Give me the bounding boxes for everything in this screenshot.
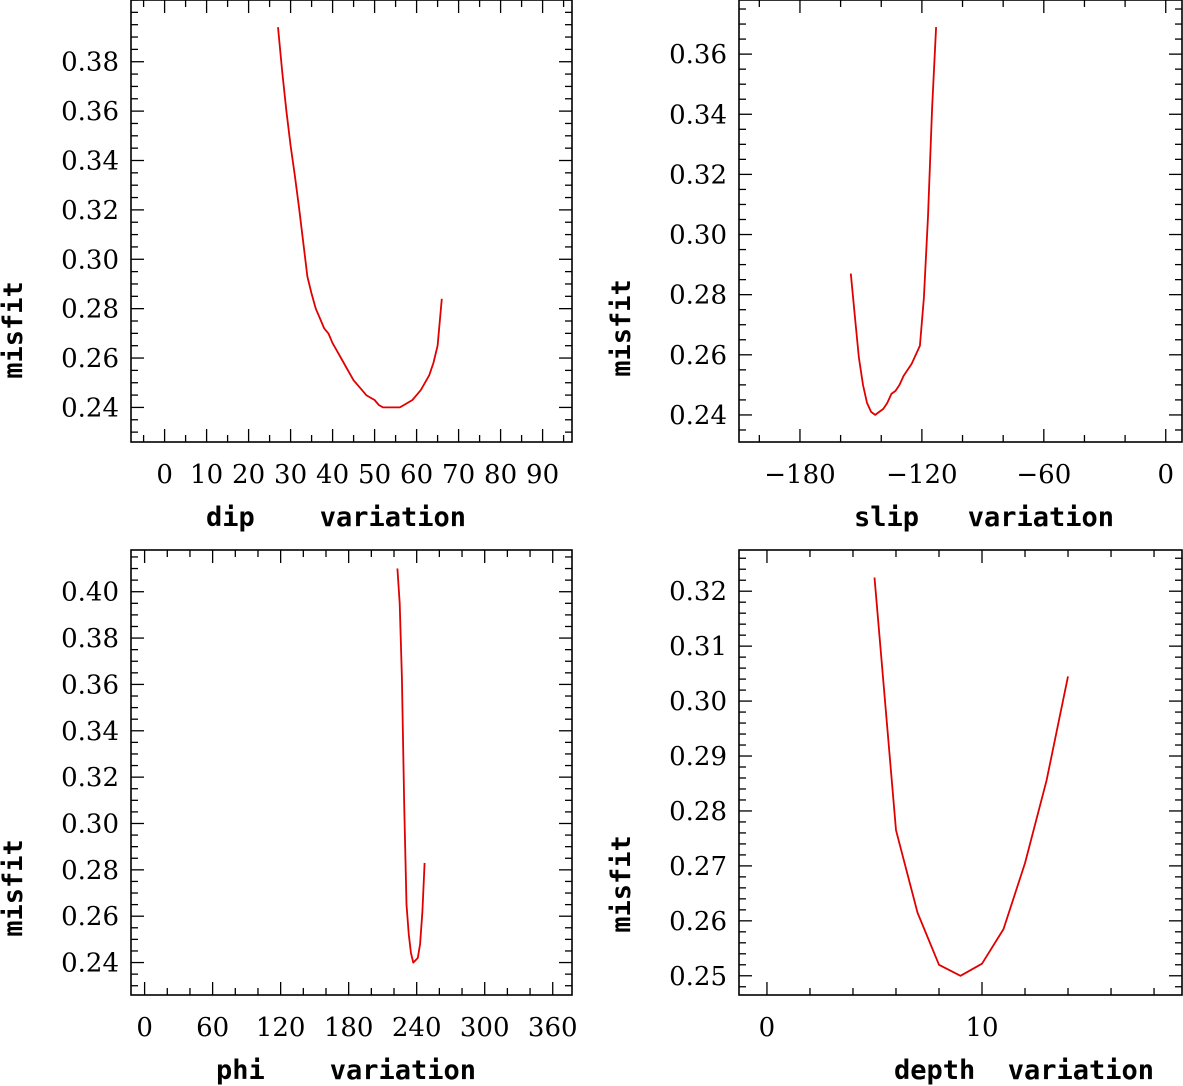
slip-x-tick-label: −120 bbox=[886, 460, 957, 490]
phi-y-axis-title: misfit bbox=[0, 839, 29, 937]
dip-axis-ticks bbox=[131, 0, 572, 442]
slip-y-tick-label: 0.28 bbox=[669, 281, 727, 311]
depth-y-tick-label: 0.29 bbox=[669, 742, 727, 772]
depth-panel: 0 10 0.25 0.26 0.27 0.28 0.29 0.30 0.31 0.32 dep… bbox=[606, 549, 1183, 1086]
depth-plot-frame bbox=[738, 549, 1183, 996]
depth-x-tick-label: 10 bbox=[965, 1013, 998, 1043]
dip-x-tick-label: 30 bbox=[274, 460, 307, 490]
slip-x-tick-label: −60 bbox=[1016, 460, 1071, 490]
dip-x-tick-label: 10 bbox=[190, 460, 223, 490]
dip-y-tick-label: 0.24 bbox=[61, 393, 119, 423]
depth-y-tick-label: 0.25 bbox=[669, 962, 727, 992]
slip-y-axis-title: misfit bbox=[606, 279, 637, 377]
slip-y-tick-label: 0.26 bbox=[669, 341, 727, 371]
slip-plot-frame bbox=[738, 0, 1183, 443]
slip-y-tick-label: 0.36 bbox=[669, 40, 727, 70]
dip-y-tick-label: 0.34 bbox=[61, 147, 119, 177]
slip-x-axis-title: slip variation bbox=[854, 502, 1114, 533]
dip-x-tick-label: 50 bbox=[358, 460, 391, 490]
phi-x-tick-label: 120 bbox=[256, 1013, 306, 1043]
depth-misfit-line bbox=[873, 577, 1069, 977]
phi-x-tick-label: 360 bbox=[528, 1013, 578, 1043]
dip-misfit-line bbox=[277, 27, 443, 409]
dip-x-tick-label: 80 bbox=[484, 460, 517, 490]
depth-x-axis-title: depth variation bbox=[894, 1055, 1154, 1086]
dip-y-tick-label: 0.36 bbox=[61, 97, 119, 127]
slip-misfit-line bbox=[849, 27, 937, 416]
slip-y-tick-labels: 0.24 0.26 0.28 0.30 0.32 0.34 0.36 bbox=[669, 40, 727, 431]
dip-y-tick-label: 0.32 bbox=[61, 196, 119, 226]
depth-y-tick-label: 0.26 bbox=[669, 907, 727, 937]
dip-y-tick-labels: 0.24 0.26 0.28 0.30 0.32 0.34 0.36 0.38 bbox=[61, 48, 119, 424]
slip-y-tick-label: 0.34 bbox=[669, 100, 727, 130]
dip-y-tick-label: 0.26 bbox=[61, 344, 119, 374]
dip-x-axis-title: dip variation bbox=[206, 502, 466, 533]
dip-x-tick-label: 20 bbox=[232, 460, 265, 490]
phi-y-tick-label: 0.36 bbox=[61, 670, 119, 700]
phi-y-tick-label: 0.40 bbox=[61, 578, 119, 608]
dip-y-tick-label: 0.38 bbox=[61, 48, 119, 78]
phi-y-tick-label: 0.32 bbox=[61, 763, 119, 793]
phi-x-tick-label: 60 bbox=[196, 1013, 229, 1043]
slip-y-tick-label: 0.30 bbox=[669, 221, 727, 251]
dip-x-tick-label: 90 bbox=[526, 460, 559, 490]
slip-y-tick-label: 0.24 bbox=[669, 401, 727, 431]
dip-x-tick-labels: 0 10 20 30 40 50 60 70 80 90 bbox=[156, 460, 559, 490]
depth-y-tick-label: 0.27 bbox=[669, 852, 727, 882]
depth-y-tick-label: 0.31 bbox=[669, 632, 727, 662]
phi-x-tick-label: 180 bbox=[324, 1013, 374, 1043]
dip-panel: 0 10 20 30 40 50 60 70 80 90 0.24 0.26 0.28 0.30 0.32… bbox=[0, 0, 573, 533]
dip-y-tick-label: 0.30 bbox=[61, 245, 119, 275]
slip-y-tick-label: 0.32 bbox=[669, 160, 727, 190]
depth-x-tick-label: 0 bbox=[759, 1013, 776, 1043]
phi-axis-ticks bbox=[131, 550, 572, 995]
phi-x-tick-label: 0 bbox=[136, 1013, 153, 1043]
phi-x-tick-labels: 0 60 120 180 240 300 360 bbox=[136, 1013, 577, 1043]
phi-plot-frame bbox=[130, 549, 573, 996]
dip-y-tick-label: 0.28 bbox=[61, 295, 119, 325]
depth-y-tick-label: 0.32 bbox=[669, 577, 727, 607]
dip-x-tick-label: 40 bbox=[316, 460, 349, 490]
dip-y-axis-title: misfit bbox=[0, 281, 29, 379]
depth-y-tick-labels: 0.25 0.26 0.27 0.28 0.29 0.30 0.31 0.32 bbox=[669, 577, 727, 992]
phi-x-tick-label: 240 bbox=[392, 1013, 442, 1043]
dip-plot-frame bbox=[130, 0, 573, 443]
slip-x-tick-label: −180 bbox=[764, 460, 835, 490]
slip-x-tick-label: 0 bbox=[1157, 460, 1174, 490]
phi-x-axis-title: phi variation bbox=[216, 1055, 476, 1086]
phi-misfit-line bbox=[396, 568, 426, 964]
phi-y-tick-label: 0.24 bbox=[61, 949, 119, 979]
depth-y-axis-title: misfit bbox=[606, 835, 637, 933]
dip-x-tick-label: 60 bbox=[400, 460, 433, 490]
phi-y-tick-label: 0.38 bbox=[61, 624, 119, 654]
phi-y-tick-label: 0.34 bbox=[61, 717, 119, 747]
slip-x-tick-labels: −180 −120 −60 0 bbox=[764, 460, 1174, 490]
phi-panel: 0 60 120 180 240 300 360 0.240.260.280.300.320… bbox=[0, 549, 578, 1086]
slip-axis-ticks bbox=[739, 0, 1182, 442]
dip-x-tick-label: 70 bbox=[442, 460, 475, 490]
phi-y-tick-label: 0.26 bbox=[61, 902, 119, 932]
depth-y-tick-label: 0.30 bbox=[669, 687, 727, 717]
depth-y-tick-label: 0.28 bbox=[669, 797, 727, 827]
dip-x-tick-label: 0 bbox=[156, 460, 173, 490]
phi-y-tick-label: 0.28 bbox=[61, 856, 119, 886]
depth-x-tick-labels: 0 10 bbox=[759, 1013, 999, 1043]
slip-panel: −180 −120 −60 0 0.24 0.26 0.28 0.30 0.32 0.34 0.3… bbox=[606, 0, 1183, 533]
phi-y-tick-label: 0.30 bbox=[61, 809, 119, 839]
depth-axis-ticks bbox=[739, 550, 1182, 995]
phi-x-tick-label: 300 bbox=[460, 1013, 510, 1043]
phi-y-tick-labels: 0.24 0.26 0.28 0.30 0.32 0.34 0.36 0.38 0.40 bbox=[61, 578, 119, 979]
